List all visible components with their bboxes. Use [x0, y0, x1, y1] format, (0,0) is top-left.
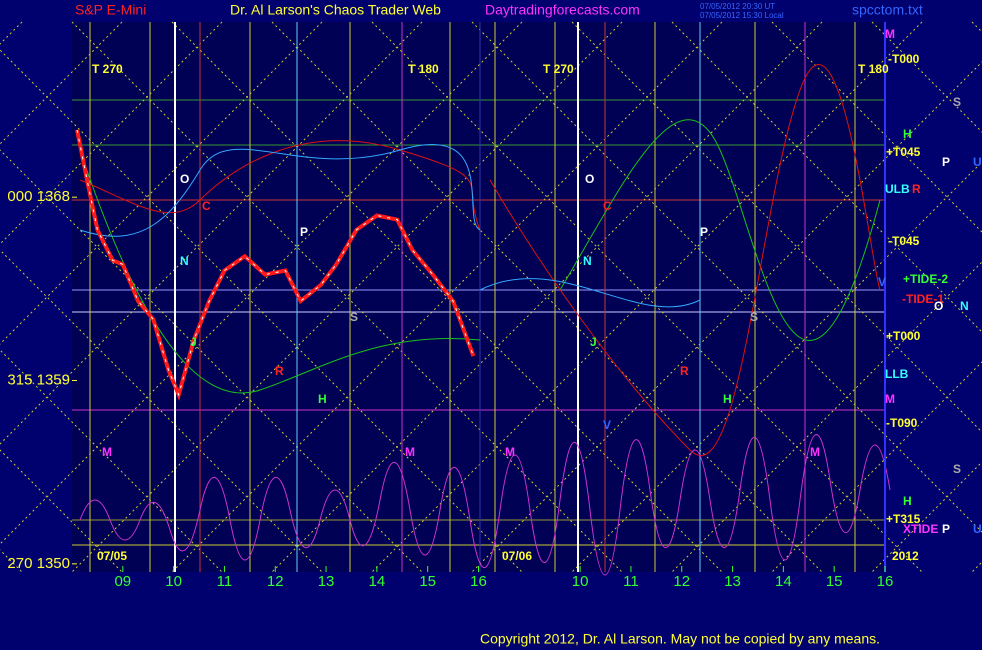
right-label: LLB: [885, 367, 909, 381]
annotation: T 180: [408, 62, 439, 76]
annotation: 07/06: [502, 549, 532, 563]
annotation: 2012: [892, 549, 919, 563]
annotation: V: [603, 418, 611, 432]
right-label: U: [973, 155, 982, 169]
annotation: N: [583, 254, 592, 268]
right-label: +T000: [886, 329, 921, 343]
annotation: R: [275, 364, 284, 378]
annotation: S: [350, 310, 358, 324]
annotation: J: [590, 335, 597, 349]
right-label: N: [960, 299, 969, 313]
x-tick-label: 15: [826, 573, 843, 590]
right-label: M: [885, 392, 895, 406]
right-label: -T000: [888, 52, 920, 66]
right-label: S: [953, 95, 961, 109]
title-left: S&P E-Mini: [75, 2, 146, 18]
annotation: M: [405, 445, 415, 459]
y-tick-label: 000 1368: [7, 188, 70, 205]
annotation: P: [300, 225, 308, 239]
right-label: H: [903, 494, 912, 508]
forecast-green: [79, 119, 881, 394]
annotation: M: [102, 445, 112, 459]
right-label: ULB: [885, 182, 910, 196]
stamp: 07/05/2012 15:30 Local: [700, 11, 784, 20]
right-label: P: [942, 522, 950, 536]
x-tick-label: 16: [877, 573, 894, 590]
annotation: O: [180, 172, 189, 186]
annotation: R: [680, 364, 689, 378]
annotation: C: [603, 199, 612, 213]
x-tick-label: 09: [114, 573, 131, 590]
file-name: spcctom.txt: [852, 2, 923, 18]
annotation: J: [190, 335, 197, 349]
right-label: H: [903, 127, 912, 141]
forecast-red: [79, 64, 881, 456]
annotation: N: [180, 254, 189, 268]
right-label: U: [973, 522, 982, 536]
x-tick-label: 10: [572, 573, 589, 590]
annotation: H: [318, 392, 327, 406]
right-label: +TIDE-2: [903, 272, 948, 286]
site: Daytradingforecasts.com: [485, 2, 640, 18]
right-label: P: [942, 155, 950, 169]
right-label: O: [934, 299, 943, 313]
right-label: S: [953, 462, 961, 476]
title-main: Dr. Al Larson's Chaos Trader Web: [230, 2, 441, 18]
annotation: M: [505, 445, 515, 459]
forecast-cyan: [79, 143, 701, 308]
x-tick-label: 16: [470, 573, 487, 590]
annotation: 07/05: [97, 549, 127, 563]
right-label: R: [912, 182, 921, 196]
decor: [0, 21, 982, 573]
annotation: P: [700, 225, 708, 239]
x-tick-label: 13: [724, 573, 741, 590]
annotation: T 180: [858, 62, 889, 76]
right-label: -T090: [886, 416, 918, 430]
annotation: C: [202, 199, 211, 213]
x-tick-label: 12: [673, 573, 690, 590]
x-tick-label: 12: [267, 573, 284, 590]
copyright: Copyright 2012, Dr. Al Larson. May not b…: [480, 631, 880, 647]
annotation: M: [810, 445, 820, 459]
x-tick-label: 15: [419, 573, 436, 590]
x-tick-label: 14: [775, 573, 792, 590]
annotation: H: [723, 392, 732, 406]
right-label: -TIDE-1: [902, 292, 944, 306]
right-label: -T045: [888, 234, 920, 248]
annotation: S: [750, 310, 758, 324]
price-highlight: [76, 129, 474, 397]
oscillator: [79, 434, 891, 576]
stamp: 07/05/2012 20:30 UT: [700, 2, 775, 11]
right-label: V: [878, 275, 886, 289]
plot-area: [72, 22, 885, 572]
x-tick-label: 10: [165, 573, 182, 590]
annotation: O: [585, 172, 594, 186]
right-label: +T045: [886, 145, 921, 159]
x-tick-label: 11: [623, 573, 639, 590]
x-tick-label: 11: [217, 573, 233, 590]
annotation: T 270: [92, 62, 123, 76]
x-tick-label: 13: [318, 573, 335, 590]
x-tick-label: 14: [369, 573, 386, 590]
right-label: +T315: [886, 512, 921, 526]
right-label: M: [885, 27, 895, 41]
y-tick-label: 270 1350: [7, 555, 70, 572]
right-label: XTIDE: [903, 522, 938, 536]
annotation: T 270: [543, 62, 574, 76]
y-tick-label: 315 1359: [7, 371, 70, 388]
